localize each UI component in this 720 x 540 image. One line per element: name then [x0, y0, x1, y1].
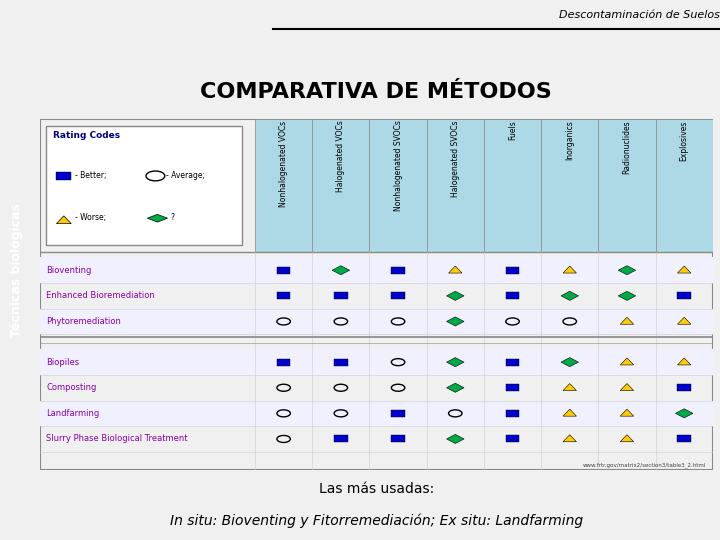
Bar — [334, 359, 348, 366]
Bar — [392, 267, 405, 274]
Bar — [392, 435, 405, 442]
Polygon shape — [620, 435, 634, 442]
Polygon shape — [620, 409, 634, 416]
Bar — [505, 267, 519, 274]
Text: Halogenated SVOCs: Halogenated SVOCs — [451, 120, 460, 197]
Polygon shape — [563, 266, 577, 273]
Bar — [484, 119, 541, 252]
Bar — [678, 292, 691, 299]
Text: Landfarming: Landfarming — [46, 409, 99, 418]
Polygon shape — [678, 317, 691, 324]
Polygon shape — [449, 266, 462, 273]
Text: Phytoremediation: Phytoremediation — [46, 317, 121, 326]
Bar — [334, 292, 348, 299]
Text: Las más usadas:: Las más usadas: — [318, 482, 434, 496]
Bar — [277, 267, 290, 274]
Bar — [277, 292, 290, 299]
Text: Fuels: Fuels — [508, 120, 517, 140]
Text: - Average;: - Average; — [166, 171, 205, 180]
Bar — [505, 384, 519, 391]
Bar — [46, 126, 242, 245]
Polygon shape — [563, 383, 577, 390]
Text: In situ: Bioventing y Fitorremediación; Ex situ: Landfarming: In situ: Bioventing y Fitorremediación; … — [170, 513, 582, 528]
Text: Técnicas biológicas: Técnicas biológicas — [9, 203, 23, 337]
Polygon shape — [446, 434, 464, 443]
Text: Halogenated VOCs: Halogenated VOCs — [336, 120, 346, 192]
Bar — [678, 435, 691, 442]
Polygon shape — [56, 216, 71, 224]
Text: Inorganics: Inorganics — [565, 120, 575, 160]
Bar — [656, 119, 713, 252]
Polygon shape — [620, 383, 634, 390]
Bar — [334, 435, 348, 442]
Polygon shape — [332, 266, 350, 275]
Polygon shape — [675, 409, 693, 418]
Text: Rating Codes: Rating Codes — [53, 131, 120, 140]
Polygon shape — [563, 435, 577, 442]
Bar — [40, 258, 713, 283]
Text: Enhanced Bioremediation: Enhanced Bioremediation — [46, 292, 155, 300]
Polygon shape — [620, 317, 634, 324]
Text: Explosives: Explosives — [680, 120, 689, 161]
Polygon shape — [561, 357, 578, 367]
Polygon shape — [561, 291, 578, 300]
Text: www.frtr.gov/matrix2/section3/table3_2.html: www.frtr.gov/matrix2/section3/table3_2.h… — [582, 462, 706, 468]
Bar — [541, 119, 598, 252]
Text: Nonhalogenated VOCs: Nonhalogenated VOCs — [279, 120, 288, 207]
Text: - Better;: - Better; — [75, 171, 106, 180]
Text: Descontaminación de Suelos: Descontaminación de Suelos — [559, 10, 720, 20]
Text: - Worse;: - Worse; — [75, 213, 106, 222]
Polygon shape — [620, 358, 634, 365]
Bar — [56, 172, 71, 180]
Bar — [369, 119, 427, 252]
Text: Biopiles: Biopiles — [46, 357, 79, 367]
Bar — [392, 292, 405, 299]
Bar — [505, 292, 519, 299]
Bar — [427, 119, 484, 252]
Text: Nonhalogenated SVOCs: Nonhalogenated SVOCs — [394, 120, 402, 212]
Polygon shape — [678, 266, 691, 273]
Polygon shape — [446, 357, 464, 367]
Polygon shape — [618, 266, 636, 275]
Polygon shape — [563, 409, 577, 416]
Bar — [598, 119, 656, 252]
Polygon shape — [618, 291, 636, 300]
Polygon shape — [446, 291, 464, 300]
Bar — [392, 410, 405, 417]
Polygon shape — [446, 383, 464, 393]
Text: Radionuclides: Radionuclides — [623, 120, 631, 174]
Text: Composting: Composting — [46, 383, 96, 392]
Bar — [40, 401, 713, 426]
Text: Slurry Phase Biological Treatment: Slurry Phase Biological Treatment — [46, 435, 188, 443]
Bar — [40, 349, 713, 375]
Bar — [40, 309, 713, 334]
Text: COMPARATIVA DE MÉTODOS: COMPARATIVA DE MÉTODOS — [200, 82, 552, 102]
Polygon shape — [148, 214, 168, 222]
Bar — [505, 410, 519, 417]
Bar — [678, 384, 691, 391]
Text: ?: ? — [171, 213, 175, 222]
Bar — [505, 359, 519, 366]
Bar — [505, 435, 519, 442]
Text: Bioventing: Bioventing — [46, 266, 91, 275]
Bar — [312, 119, 369, 252]
Polygon shape — [678, 358, 691, 365]
Polygon shape — [446, 317, 464, 326]
Bar — [277, 359, 290, 366]
Bar — [255, 119, 312, 252]
